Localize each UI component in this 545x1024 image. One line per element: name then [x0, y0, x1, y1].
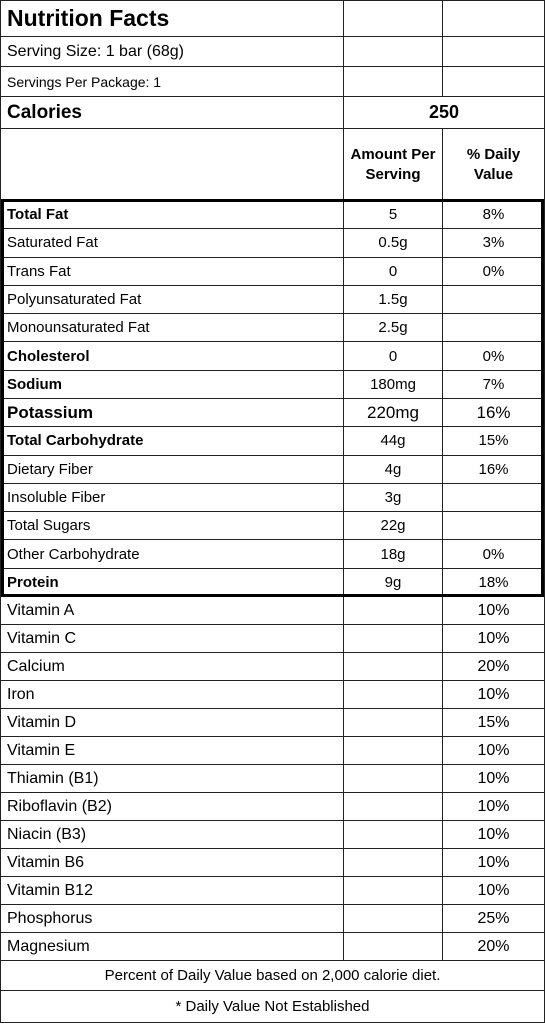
calories-label: Calories — [0, 96, 344, 129]
footer-asterisk: * Daily Value Not Established — [0, 990, 545, 1023]
vitamin-dv: 10% — [442, 876, 545, 905]
nutrient-name: Protein — [0, 567, 344, 597]
empty-cell — [343, 932, 443, 961]
nutrient-name: Monounsaturated Fat — [0, 313, 344, 343]
vitamin-name: Riboflavin (B2) — [0, 792, 344, 821]
footer-note: Percent of Daily Value based on 2,000 ca… — [0, 960, 545, 991]
nutrient-name: Saturated Fat — [0, 228, 344, 258]
empty-cell — [343, 36, 443, 67]
empty-cell — [343, 652, 443, 681]
nutrient-name: Sodium — [0, 369, 344, 399]
nutrient-dv: 15% — [442, 426, 545, 456]
nutrient-amount: 2.5g — [343, 313, 443, 343]
vitamin-name: Magnesium — [0, 932, 344, 961]
nutrient-name: Dietary Fiber — [0, 454, 344, 484]
nutrient-dv: 0% — [442, 341, 545, 371]
nutrient-dv: 16% — [442, 398, 545, 428]
vitamin-dv: 10% — [442, 624, 545, 653]
nutrient-name: Insoluble Fiber — [0, 482, 344, 513]
vitamin-name: Vitamin D — [0, 708, 344, 737]
vitamin-dv: 10% — [442, 792, 545, 821]
empty-cell — [343, 708, 443, 737]
empty-cell — [343, 680, 443, 709]
vitamin-name: Iron — [0, 680, 344, 709]
nutrient-amount: 44g — [343, 426, 443, 456]
empty-cell — [0, 128, 344, 201]
vitamin-dv: 25% — [442, 904, 545, 933]
vitamin-dv: 20% — [442, 932, 545, 961]
vitamin-name: Vitamin A — [0, 596, 344, 625]
nutrient-name: Other Carbohydrate — [0, 539, 344, 569]
nutrient-amount: 0 — [343, 256, 443, 286]
nutrient-amount: 4g — [343, 454, 443, 484]
nutrient-dv — [442, 482, 545, 513]
empty-cell — [343, 820, 443, 849]
title: Nutrition Facts — [0, 0, 344, 37]
vitamin-dv: 20% — [442, 652, 545, 681]
nutrient-name: Polyunsaturated Fat — [0, 284, 344, 315]
nutrient-dv — [442, 511, 545, 541]
nutrient-amount: 0 — [343, 341, 443, 371]
vitamin-dv: 10% — [442, 764, 545, 793]
nutrient-dv: 18% — [442, 567, 545, 597]
nutrient-amount: 18g — [343, 539, 443, 569]
nutrient-dv: 0% — [442, 256, 545, 286]
column-header: Amount Per Serving — [343, 128, 443, 201]
nutrient-name: Total Sugars — [0, 511, 344, 541]
nutrient-amount: 1.5g — [343, 284, 443, 315]
nutrient-amount: 9g — [343, 567, 443, 597]
nutrient-amount: 0.5g — [343, 228, 443, 258]
vitamin-dv: 10% — [442, 820, 545, 849]
vitamin-name: Vitamin E — [0, 736, 344, 765]
empty-cell — [343, 596, 443, 625]
nutrient-name: Total Carbohydrate — [0, 426, 344, 456]
calories-value: 250 — [343, 96, 545, 129]
nutrient-amount: 220mg — [343, 398, 443, 428]
nutrient-dv — [442, 313, 545, 343]
vitamin-name: Vitamin B6 — [0, 848, 344, 877]
vitamin-dv: 10% — [442, 596, 545, 625]
nutrient-amount: 180mg — [343, 369, 443, 399]
nutrient-amount: 22g — [343, 511, 443, 541]
nutrient-dv: 16% — [442, 454, 545, 484]
nutrient-dv: 7% — [442, 369, 545, 399]
nutrient-name: Total Fat — [0, 200, 344, 230]
vitamin-name: Calcium — [0, 652, 344, 681]
nutrient-name: Cholesterol — [0, 341, 344, 371]
vitamin-dv: 10% — [442, 848, 545, 877]
empty-cell — [343, 736, 443, 765]
empty-cell — [343, 876, 443, 905]
vitamin-dv: 10% — [442, 736, 545, 765]
vitamin-dv: 10% — [442, 680, 545, 709]
vitamin-name: Vitamin B12 — [0, 876, 344, 905]
vitamin-name: Niacin (B3) — [0, 820, 344, 849]
vitamin-dv: 15% — [442, 708, 545, 737]
empty-cell — [343, 66, 443, 97]
vitamin-name: Thiamin (B1) — [0, 764, 344, 793]
nutrient-dv: 8% — [442, 200, 545, 230]
empty-cell — [343, 848, 443, 877]
empty-cell — [442, 36, 545, 67]
empty-cell — [343, 624, 443, 653]
empty-cell — [343, 0, 443, 37]
empty-cell — [442, 0, 545, 37]
empty-cell — [343, 764, 443, 793]
empty-cell — [442, 66, 545, 97]
nutrient-name: Potassium — [0, 398, 344, 428]
servings-per-package: Servings Per Package: 1 — [0, 66, 344, 97]
vitamin-name: Phosphorus — [0, 904, 344, 933]
empty-cell — [343, 792, 443, 821]
nutrient-amount: 5 — [343, 200, 443, 230]
serving-size: Serving Size: 1 bar (68g) — [0, 36, 344, 67]
nutrient-dv: 0% — [442, 539, 545, 569]
empty-cell — [343, 904, 443, 933]
nutrient-amount: 3g — [343, 482, 443, 513]
vitamin-name: Vitamin C — [0, 624, 344, 653]
column-header: % Daily Value — [442, 128, 545, 201]
nutrient-name: Trans Fat — [0, 256, 344, 286]
nutrient-dv — [442, 284, 545, 315]
nutrient-dv: 3% — [442, 228, 545, 258]
